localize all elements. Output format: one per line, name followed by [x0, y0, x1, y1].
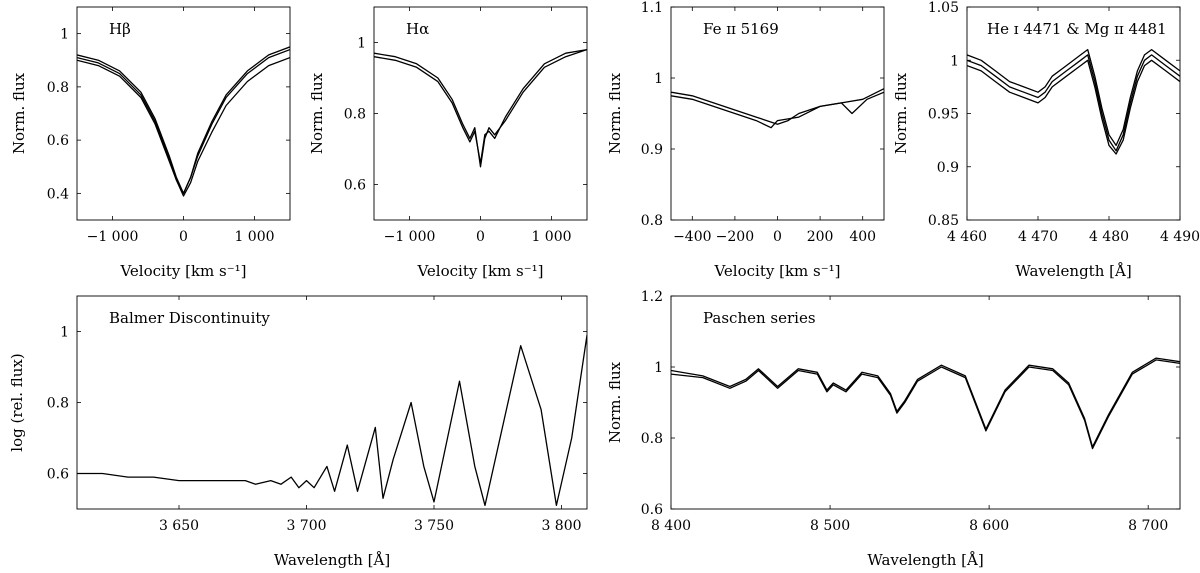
y-axis-label: Norm. flux [10, 72, 28, 154]
x-tick-label: −200 [716, 229, 754, 245]
y-axis-label: Norm. flux [606, 361, 624, 443]
y-tick-label: 0.4 [47, 186, 69, 202]
chart-panel-6: 8 400 8 500 8 600 8 700 0.6 0.8 1 1.2 Paschen se… [606, 289, 1181, 569]
chart-panel-1: −1 000 0 1 000 0.4 0.6 0.8 1 Hβ Velocity [km s⁻¹… [10, 6, 291, 280]
x-tick-label: 4 460 [947, 229, 987, 245]
plot-frame [966, 6, 1181, 221]
x-tick-label: 3 800 [541, 518, 581, 534]
chart-panel-2: −1 000 0 1 000 0.6 0.8 1 Hα Velocity [km s⁻¹] No… [308, 6, 588, 280]
y-tick-label: 0.6 [47, 467, 69, 483]
chart-panel-5: 3 650 3 700 3 750 3 800 0.6 0.8 1 Balmer Discon… [8, 295, 588, 569]
x-tick-label: 3 700 [286, 518, 326, 534]
x-axis-label: Wavelength [Å] [867, 551, 983, 569]
x-tick-label: 4 490 [1160, 229, 1200, 245]
y-axis-label: Norm. flux [308, 72, 326, 154]
x-tick-label: −400 [673, 229, 711, 245]
x-tick-label: 200 [807, 229, 834, 245]
x-tick-label: 0 [476, 229, 485, 245]
y-tick-label: 0.9 [641, 142, 663, 158]
x-tick-label: 1 000 [234, 229, 274, 245]
x-tick-label: 4 470 [1018, 229, 1058, 245]
x-tick-label: 0 [179, 229, 188, 245]
y-tick-label: 0.9 [937, 160, 959, 176]
y-tick-label: 1.2 [641, 289, 663, 305]
x-tick-label: 8 700 [1128, 518, 1168, 534]
x-axis-label: Velocity [km s⁻¹] [416, 262, 543, 280]
x-tick-label: 8 600 [969, 518, 1009, 534]
series-line-2 [671, 357, 1180, 448]
y-tick-label: 1 [60, 27, 69, 43]
x-tick-label: −1 000 [87, 229, 139, 245]
series-line-2 [671, 91, 884, 129]
series-line-2 [374, 48, 587, 164]
y-tick-label: 0.95 [928, 107, 959, 123]
y-tick-label: 0.8 [47, 396, 69, 412]
y-tick-label: 0.8 [641, 431, 663, 447]
x-tick-label: 1 000 [531, 229, 571, 245]
y-tick-label: 1 [357, 36, 366, 52]
x-axis-label: Wavelength [Å] [274, 551, 390, 569]
plot-frame [670, 295, 1181, 510]
panel-title: Fe ɪɪ 5169 [703, 20, 779, 38]
series-line-1 [374, 48, 587, 168]
series-line-1 [77, 56, 290, 197]
plot-frame [76, 6, 291, 221]
y-tick-label: 1 [654, 71, 663, 87]
panel-title: Hα [406, 20, 429, 38]
series-line-1 [671, 359, 1180, 450]
chart-panel-4: 4 460 4 470 4 480 4 490 0.85 0.9 0.95 1 1.05 He ɪ… [892, 0, 1200, 280]
y-tick-label: 0.8 [344, 107, 366, 123]
y-tick-label: 1 [950, 53, 959, 69]
panel-title: Hβ [109, 20, 131, 38]
y-tick-label: 1 [654, 360, 663, 376]
series-line-1 [671, 88, 884, 125]
x-tick-label: 0 [773, 229, 782, 245]
x-tick-label: 400 [849, 229, 876, 245]
series-line-3 [77, 48, 290, 195]
series-line-2 [967, 48, 1180, 147]
panel-title: He ɪ 4471 & Mg ɪɪ 4481 [987, 20, 1167, 38]
y-tick-label: 1.1 [641, 0, 663, 16]
x-axis-label: Wavelength [Å] [1015, 262, 1131, 280]
y-tick-label: 1.05 [928, 0, 959, 16]
y-tick-label: 0.85 [928, 213, 959, 229]
y-axis-label: Norm. flux [892, 72, 910, 154]
y-tick-label: 0.6 [47, 133, 69, 149]
y-tick-label: 0.6 [344, 178, 366, 194]
x-axis-label: Velocity [km s⁻¹] [713, 262, 840, 280]
y-tick-label: 0.8 [641, 213, 663, 229]
x-tick-label: 3 650 [159, 518, 199, 534]
x-tick-label: 3 750 [414, 518, 454, 534]
series-line-3 [967, 59, 1180, 155]
plot-frame [373, 6, 588, 221]
x-tick-label: 8 400 [651, 518, 691, 534]
y-axis-label: Norm. flux [606, 72, 624, 154]
chart-panel-3: −400 −200 0 200 400 0.8 0.9 1 1.1 Fe ɪɪ 5169 Veloc… [606, 0, 885, 280]
panel-title: Balmer Discontinuity [109, 309, 270, 327]
series-line-1 [967, 54, 1180, 152]
x-tick-label: −1 000 [384, 229, 436, 245]
series-line-1 [77, 335, 587, 507]
y-tick-label: 0.8 [47, 80, 69, 96]
panel-title: Paschen series [703, 309, 816, 327]
y-axis-label: log (rel. flux) [8, 353, 26, 451]
y-tick-label: 1 [60, 325, 69, 341]
x-tick-label: 8 500 [810, 518, 850, 534]
x-axis-label: Velocity [km s⁻¹] [119, 262, 246, 280]
x-tick-label: 4 480 [1089, 229, 1129, 245]
y-tick-label: 0.6 [641, 502, 663, 518]
